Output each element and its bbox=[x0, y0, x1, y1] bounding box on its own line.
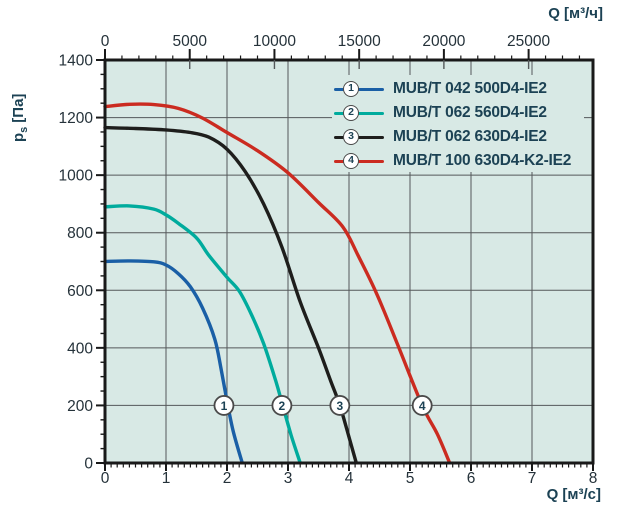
x-axis-tick-label: 2 bbox=[223, 470, 232, 487]
legend-number-3: 3 bbox=[348, 130, 354, 143]
y-axis-tick-label: 1000 bbox=[59, 168, 94, 185]
x-axis-tick-label: 1 bbox=[162, 470, 171, 487]
pressure-unit: [Па] bbox=[10, 93, 27, 123]
curve-marker-2 bbox=[271, 395, 293, 416]
legend-line-2 bbox=[334, 111, 384, 115]
legend-line-3 bbox=[334, 135, 384, 139]
curve-marker-number-4: 4 bbox=[419, 399, 426, 413]
legend-label-1: MUB/T 042 500D4-IE2 bbox=[393, 80, 547, 97]
x-axis-tick-label: 6 bbox=[467, 470, 476, 487]
x-axis-tick-label: 8 bbox=[589, 470, 598, 487]
curve-4 bbox=[103, 102, 452, 464]
legend-label-3: MUB/T 062 630D4-IE2 bbox=[393, 128, 547, 145]
legend-key-1: 1 bbox=[334, 80, 384, 98]
top-axis-tick-label: 15000 bbox=[338, 33, 381, 50]
legend-line-1 bbox=[334, 87, 384, 91]
pressure-subscript: s bbox=[18, 126, 30, 133]
legend-circle-2: 2 bbox=[343, 104, 359, 121]
y-axis-tick-label: 200 bbox=[67, 398, 93, 415]
y-axis-tick-label: 1200 bbox=[59, 110, 94, 127]
bottom-axis-unit-label: Q [м³/с] bbox=[546, 486, 601, 503]
legend-circle-4: 4 bbox=[343, 152, 359, 169]
top-axis-tick-label: 5000 bbox=[172, 33, 207, 50]
top-axis-tick-label: 20000 bbox=[422, 33, 465, 50]
legend-item-4: 4 MUB/T 100 630D4-K2-IE2 bbox=[334, 149, 571, 173]
legend-line-4 bbox=[334, 159, 384, 163]
left-axis-unit-label: ps [Па] bbox=[10, 94, 30, 142]
legend-label-4: MUB/T 100 630D4-K2-IE2 bbox=[393, 152, 572, 169]
x-axis-tick-label: 3 bbox=[284, 470, 293, 487]
y-axis-tick-label: 600 bbox=[67, 283, 93, 300]
legend-item-2: 2 MUB/T 062 560D4-IE2 bbox=[334, 101, 571, 125]
y-axis-tick-label: 400 bbox=[67, 340, 93, 357]
legend-number-1: 1 bbox=[348, 82, 354, 95]
top-axis-tick-label: 0 bbox=[101, 33, 110, 50]
x-axis-tick-label: 4 bbox=[345, 470, 354, 487]
curve-marker-number-1: 1 bbox=[221, 399, 228, 413]
top-axis-tick-label: 10000 bbox=[253, 33, 296, 50]
chart-legend: 1 MUB/T 042 500D4-IE2 2 MUB/T 062 560D4-IE2… bbox=[334, 77, 571, 173]
top-axis-tick-label: 25000 bbox=[507, 33, 550, 50]
x-axis-tick-label: 5 bbox=[406, 470, 415, 487]
legend-item-1: 1 MUB/T 042 500D4-IE2 bbox=[334, 77, 571, 101]
legend-circle-1: 1 bbox=[343, 80, 359, 97]
curve-marker-number-3: 3 bbox=[337, 399, 344, 413]
legend-key-2: 2 bbox=[334, 104, 384, 122]
curve-marker-1 bbox=[213, 395, 235, 416]
x-axis-tick-label: 7 bbox=[528, 470, 537, 487]
legend-number-2: 2 bbox=[348, 106, 354, 119]
y-axis-tick-label: 800 bbox=[67, 225, 93, 242]
legend-background bbox=[332, 75, 584, 172]
y-axis-tick-label: 1400 bbox=[59, 53, 94, 70]
curve-marker-3 bbox=[329, 395, 351, 416]
legend-label-2: MUB/T 062 560D4-IE2 bbox=[393, 104, 547, 121]
curve-marker-number-2: 2 bbox=[279, 399, 286, 413]
top-axis-unit-label: Q [м³/ч] bbox=[548, 5, 603, 22]
pressure-symbol: p bbox=[10, 132, 27, 142]
y-axis-tick-label: 0 bbox=[84, 456, 93, 473]
legend-key-4: 4 bbox=[334, 152, 384, 170]
legend-key-3: 3 bbox=[334, 128, 384, 146]
x-axis-tick-label: 0 bbox=[101, 470, 110, 487]
curve-marker-4 bbox=[411, 395, 433, 416]
legend-number-4: 4 bbox=[348, 154, 354, 167]
legend-circle-3: 3 bbox=[343, 128, 359, 145]
legend-item-3: 3 MUB/T 062 630D4-IE2 bbox=[334, 125, 571, 149]
